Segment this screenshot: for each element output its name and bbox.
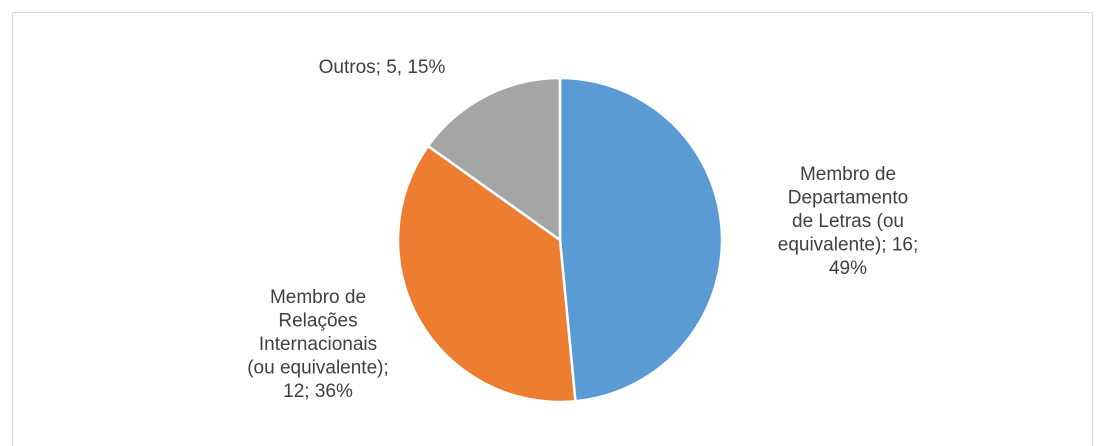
data-label-line: Membro de [270,287,366,308]
data-label-line: 49% [829,258,867,279]
data-label-line: de Letras (ou [792,211,904,232]
data-label-line: (ou equivalente); [247,358,389,379]
data-label-line: Outros; 5, 15% [319,57,446,78]
pie-slice [426,76,562,243]
data-label-line: Relações [278,311,357,332]
data-label: Membro de Relações Internacionais (ou equiv… [247,287,389,402]
data-label-line: 12; 36% [283,381,353,402]
data-label-line: Membro de [800,164,896,185]
pie-slice [396,144,577,404]
pie-slice [558,76,724,403]
data-label: Membro de Departamento de Letras (ou equiva… [778,164,919,279]
data-label: Outros; 5, 15% [319,57,446,78]
data-label-line: Departamento [788,188,908,209]
data-label-line: Internacionais [259,334,377,355]
data-label-line: equivalente); 16; [778,235,919,256]
